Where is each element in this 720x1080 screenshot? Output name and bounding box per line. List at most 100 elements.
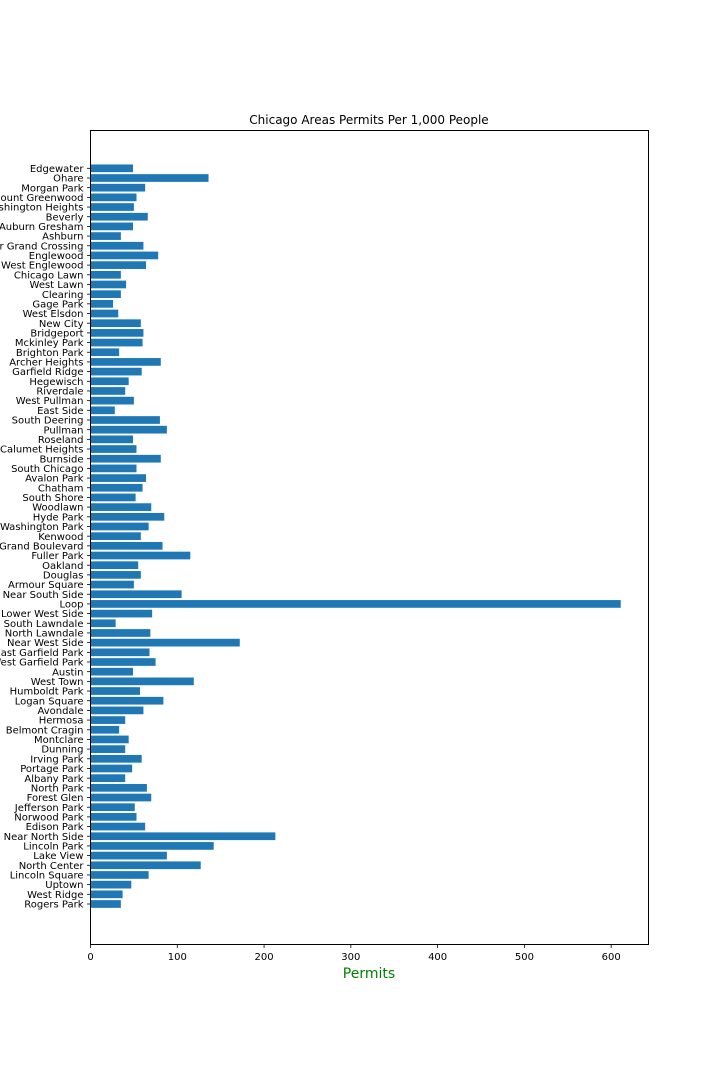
y-tick-label: Englewood xyxy=(29,251,84,262)
x-tick-label: 100 xyxy=(168,952,187,963)
y-tick-label: Mount Greenwood xyxy=(0,193,84,204)
x-tick-label: 400 xyxy=(428,952,447,963)
y-tick-label: Roseland xyxy=(38,435,84,446)
bar xyxy=(90,890,123,899)
bar xyxy=(90,454,161,463)
y-tick-label: Riverdale xyxy=(36,387,83,398)
y-tick-label: Lake View xyxy=(33,851,83,862)
y-tick-label: Lincoln Square xyxy=(10,871,84,882)
y-tick-label: Logan Square xyxy=(15,696,84,707)
y-tick-label: Jefferson Park xyxy=(14,803,84,814)
bar xyxy=(90,658,156,666)
y-tick-label: Hegewisch xyxy=(29,377,83,388)
bar xyxy=(90,396,134,405)
y-tick-label: Morgan Park xyxy=(21,183,83,194)
bar xyxy=(90,329,144,337)
bar xyxy=(90,551,191,560)
bar xyxy=(90,174,209,182)
y-tick-label: West Pullman xyxy=(16,396,84,407)
y-tick-label: Beverly xyxy=(46,212,84,223)
y-tick-label: Mckinley Park xyxy=(15,338,84,349)
bar xyxy=(90,193,137,202)
y-tick-label: Lincoln Park xyxy=(23,842,83,853)
bar xyxy=(90,842,214,850)
y-tick-label: Humboldt Park xyxy=(10,687,84,698)
y-tick-label: Ashburn xyxy=(42,232,83,243)
y-tick-label: Kenwood xyxy=(38,532,83,543)
bar xyxy=(90,706,144,715)
y-tick-label: South Lawndale xyxy=(4,619,84,630)
bar xyxy=(90,871,149,879)
bar xyxy=(90,687,140,695)
bar xyxy=(90,822,146,831)
bar xyxy=(90,222,134,231)
y-tick-label: Fuller Park xyxy=(31,551,83,562)
bar xyxy=(90,590,182,599)
y-tick-label: New City xyxy=(39,319,84,330)
bar xyxy=(90,696,164,705)
y-tick-label: Near North Side xyxy=(4,832,84,843)
bar xyxy=(90,561,139,570)
y-tick-label: Near South Side xyxy=(3,590,84,601)
y-tick-label: Edison Park xyxy=(26,822,84,833)
bar xyxy=(90,716,126,724)
x-tick-label: 500 xyxy=(515,952,534,963)
y-tick-label: Rogers Park xyxy=(24,900,83,911)
bar xyxy=(90,609,153,618)
bar xyxy=(90,900,121,908)
x-tick-label: 0 xyxy=(87,952,93,963)
x-tick-label: 600 xyxy=(602,952,621,963)
y-tick-label: East Garfield Park xyxy=(0,648,84,659)
y-tick-label: Dunning xyxy=(41,745,83,756)
y-tick-label: Greater Grand Crossing xyxy=(0,241,84,252)
bar xyxy=(90,851,167,860)
bar xyxy=(90,754,142,763)
y-tick-label: West Garfield Park xyxy=(0,658,84,669)
y-tick-label: Clearing xyxy=(42,290,84,301)
y-tick-label: Oakland xyxy=(42,561,83,572)
bar xyxy=(90,464,137,473)
bar xyxy=(90,648,150,657)
x-tick-label: 300 xyxy=(341,952,360,963)
y-tick-label: Hermosa xyxy=(39,716,84,727)
bar xyxy=(90,251,159,260)
y-tick-label: Washington Park xyxy=(0,522,84,533)
bar xyxy=(90,774,126,783)
bar xyxy=(90,338,143,347)
bar xyxy=(90,735,129,744)
bar xyxy=(90,532,141,541)
y-tick-label: Brighton Park xyxy=(16,348,84,359)
y-tick-label: Garfield Ridge xyxy=(12,367,83,378)
bar xyxy=(90,745,126,753)
bar xyxy=(90,435,134,444)
y-tick-label: Uptown xyxy=(45,880,83,891)
chart-title: Chicago Areas Permits Per 1,000 People xyxy=(249,113,488,127)
bar xyxy=(90,387,126,395)
bar xyxy=(90,832,276,841)
y-tick-label: Grand Boulevard xyxy=(0,541,84,552)
y-tick-label: Gage Park xyxy=(32,299,83,310)
bar xyxy=(90,580,134,589)
y-tick-label: Belmont Cragin xyxy=(6,725,84,736)
y-tick-label: South Deering xyxy=(12,416,84,427)
bar xyxy=(90,212,148,221)
bar xyxy=(90,629,151,637)
y-tick-label: West Elsdon xyxy=(23,309,84,320)
y-tick-label: Norwood Park xyxy=(14,812,83,823)
bar xyxy=(90,638,240,647)
y-tick-label: Archer Heights xyxy=(9,358,83,369)
y-tick-label: Burnside xyxy=(40,454,84,465)
y-tick-label: Forest Glen xyxy=(27,793,84,804)
y-tick-label: West Englewood xyxy=(1,261,83,272)
bar xyxy=(90,203,134,211)
y-tick-label: East Side xyxy=(37,406,83,417)
bar xyxy=(90,377,129,386)
y-tick-label: Montclare xyxy=(34,735,83,746)
bar xyxy=(90,541,163,550)
x-axis-label: Permits xyxy=(343,966,395,982)
y-tick-label: Edgewater xyxy=(30,164,85,175)
y-tick-label: West Town xyxy=(31,677,84,688)
